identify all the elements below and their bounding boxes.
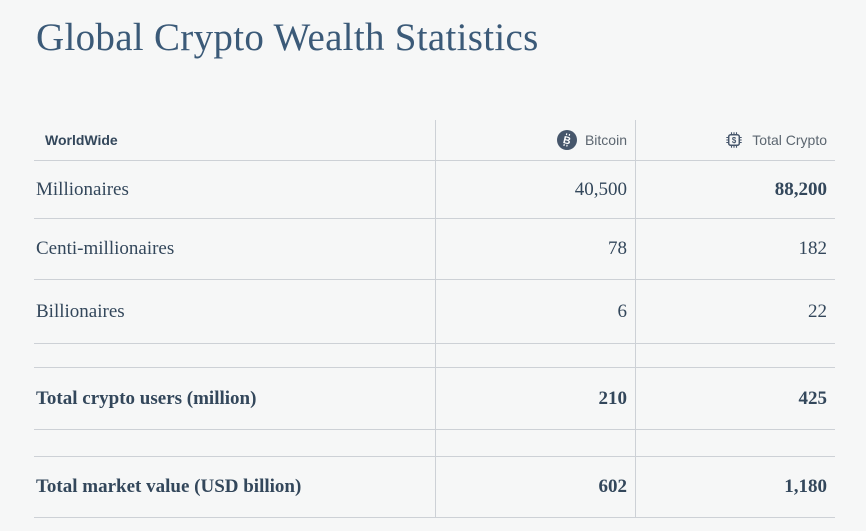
total-crypto-value: 1,180 — [635, 457, 835, 517]
row-label: Total market value (USD billion) — [36, 476, 302, 497]
chip-dollar-icon: $ — [724, 130, 744, 150]
bitcoin-value: 40,500 — [435, 161, 635, 218]
header-worldwide: WorldWide — [45, 132, 118, 148]
table-row-total-crypto-users: Total crypto users (million) 210 425 — [34, 368, 835, 430]
bitcoin-value: 6 — [435, 280, 635, 343]
row-label: Millionaires — [36, 178, 129, 200]
bitcoin-value: 78 — [435, 219, 635, 279]
header-total-crypto: $ Total Crypto — [635, 120, 835, 160]
svg-text:$: $ — [732, 136, 737, 145]
page-title: Global Crypto Wealth Statistics — [36, 16, 539, 59]
total-crypto-value: 22 — [635, 280, 835, 343]
bitcoin-value: 602 — [435, 457, 635, 517]
table-row-centi-millionaires: Centi-millionaires 78 182 — [34, 219, 835, 280]
row-label: Centi-millionaires — [36, 238, 175, 259]
row-label: Billionaires — [36, 300, 125, 322]
total-crypto-value: 425 — [635, 368, 835, 429]
table-spacer-row — [34, 430, 835, 457]
crypto-wealth-table: WorldWide B Bitcoin — [34, 120, 835, 518]
table-spacer-row — [34, 344, 835, 368]
table-row-billionaires: Billionaires 6 22 — [34, 280, 835, 344]
svg-text:B: B — [562, 134, 572, 147]
total-crypto-value: 182 — [635, 219, 835, 279]
table-row-total-market-value: Total market value (USD billion) 602 1,1… — [34, 457, 835, 518]
header-bitcoin: B Bitcoin — [435, 120, 635, 160]
bitcoin-value: 210 — [435, 368, 635, 429]
table-header-row: WorldWide B Bitcoin — [34, 120, 835, 161]
header-total-crypto-label: Total Crypto — [752, 132, 827, 148]
header-bitcoin-label: Bitcoin — [584, 132, 627, 148]
bitcoin-icon: B — [556, 130, 577, 150]
row-label: Total crypto users (million) — [36, 387, 257, 409]
total-crypto-value: 88,200 — [635, 161, 835, 218]
table-row-millionaires: Millionaires 40,500 88,200 — [34, 161, 835, 219]
